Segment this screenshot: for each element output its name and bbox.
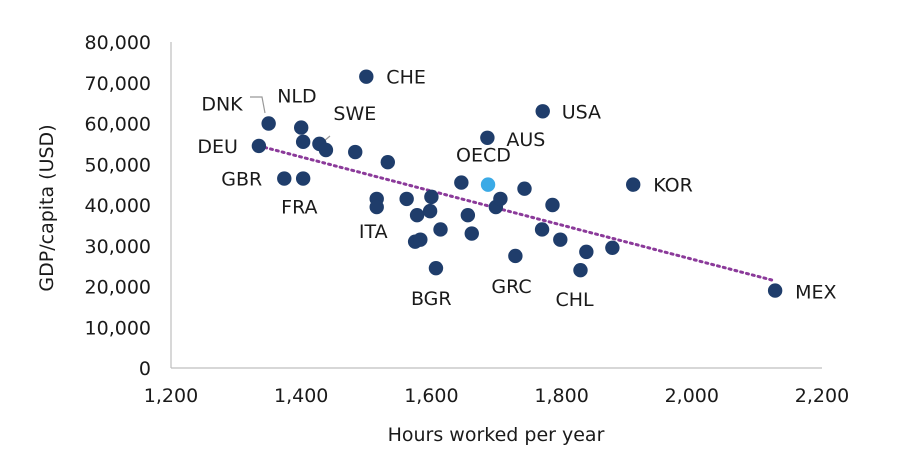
point-ita bbox=[399, 191, 414, 207]
label-kor: KOR bbox=[653, 175, 693, 197]
y-tick-label: 20,000 bbox=[85, 277, 151, 299]
trendline bbox=[257, 144, 775, 282]
label-swe: SWE bbox=[333, 103, 376, 125]
point-che bbox=[359, 69, 374, 84]
data-point bbox=[534, 222, 550, 237]
data-point bbox=[454, 175, 469, 190]
label-deu: DEU bbox=[197, 136, 238, 158]
label-grc: GRC bbox=[491, 276, 531, 298]
label-bgr: BGR bbox=[411, 288, 452, 310]
label-ita: ITA bbox=[359, 221, 388, 243]
point-kor bbox=[626, 177, 641, 192]
y-tick-label: 40,000 bbox=[85, 195, 151, 217]
data-point bbox=[409, 207, 425, 223]
y-axis-title: GDP/capita (USD) bbox=[36, 124, 58, 291]
data-point bbox=[318, 142, 334, 158]
label-che: CHE bbox=[386, 67, 426, 89]
data-point bbox=[348, 144, 363, 160]
label-mex: MEX bbox=[795, 282, 836, 304]
y-tick-label: 0 bbox=[139, 358, 151, 380]
data-point bbox=[369, 199, 384, 215]
data-point bbox=[295, 134, 311, 150]
data-point bbox=[464, 226, 479, 241]
point-deu bbox=[251, 138, 267, 154]
point-nld bbox=[294, 120, 309, 135]
data-point bbox=[460, 207, 476, 223]
data-point bbox=[493, 191, 508, 207]
point-dnk bbox=[261, 116, 276, 131]
x-tick-label: 2,200 bbox=[795, 385, 849, 407]
point-oecd bbox=[480, 177, 496, 192]
x-tick-label: 1,400 bbox=[274, 385, 328, 407]
point-usa bbox=[535, 104, 550, 119]
x-axis-title: Hours worked per year bbox=[388, 424, 605, 446]
label-dnk: DNK bbox=[201, 94, 243, 116]
data-point bbox=[422, 203, 438, 219]
x-tick-label: 2,000 bbox=[665, 385, 719, 407]
dnk-leader-line bbox=[250, 96, 266, 114]
point-fra bbox=[295, 171, 311, 186]
y-tick-label: 70,000 bbox=[85, 73, 151, 95]
y-tick-label: 50,000 bbox=[85, 154, 151, 176]
x-tick-label: 1,600 bbox=[404, 385, 458, 407]
x-tick-label: 1,200 bbox=[144, 385, 198, 407]
data-point bbox=[545, 197, 560, 213]
label-chl: CHL bbox=[555, 289, 594, 311]
point-grc bbox=[508, 248, 523, 264]
data-point bbox=[413, 232, 428, 247]
point-aus bbox=[480, 130, 495, 145]
point-mex bbox=[767, 283, 783, 298]
y-tick-label: 60,000 bbox=[85, 114, 151, 136]
label-usa: USA bbox=[562, 101, 601, 123]
point-chl bbox=[573, 263, 588, 278]
point-gbr bbox=[277, 171, 292, 186]
data-point bbox=[433, 222, 448, 237]
y-tick-label: 10,000 bbox=[85, 317, 151, 339]
x-tick-label: 1,800 bbox=[534, 385, 588, 407]
data-point bbox=[579, 244, 594, 260]
label-gbr: GBR bbox=[221, 169, 262, 191]
y-tick-label: 30,000 bbox=[85, 236, 151, 258]
label-fra: FRA bbox=[281, 197, 317, 219]
data-point bbox=[424, 189, 439, 205]
label-nld: NLD bbox=[277, 86, 316, 108]
data-point bbox=[380, 155, 395, 170]
label-aus: AUS bbox=[506, 129, 545, 151]
data-point bbox=[517, 181, 532, 196]
label-oecd: OECD bbox=[456, 145, 511, 167]
data-point bbox=[553, 232, 568, 247]
data-point bbox=[605, 240, 620, 255]
y-tick-label: 80,000 bbox=[85, 32, 151, 54]
point-bgr bbox=[428, 260, 444, 276]
